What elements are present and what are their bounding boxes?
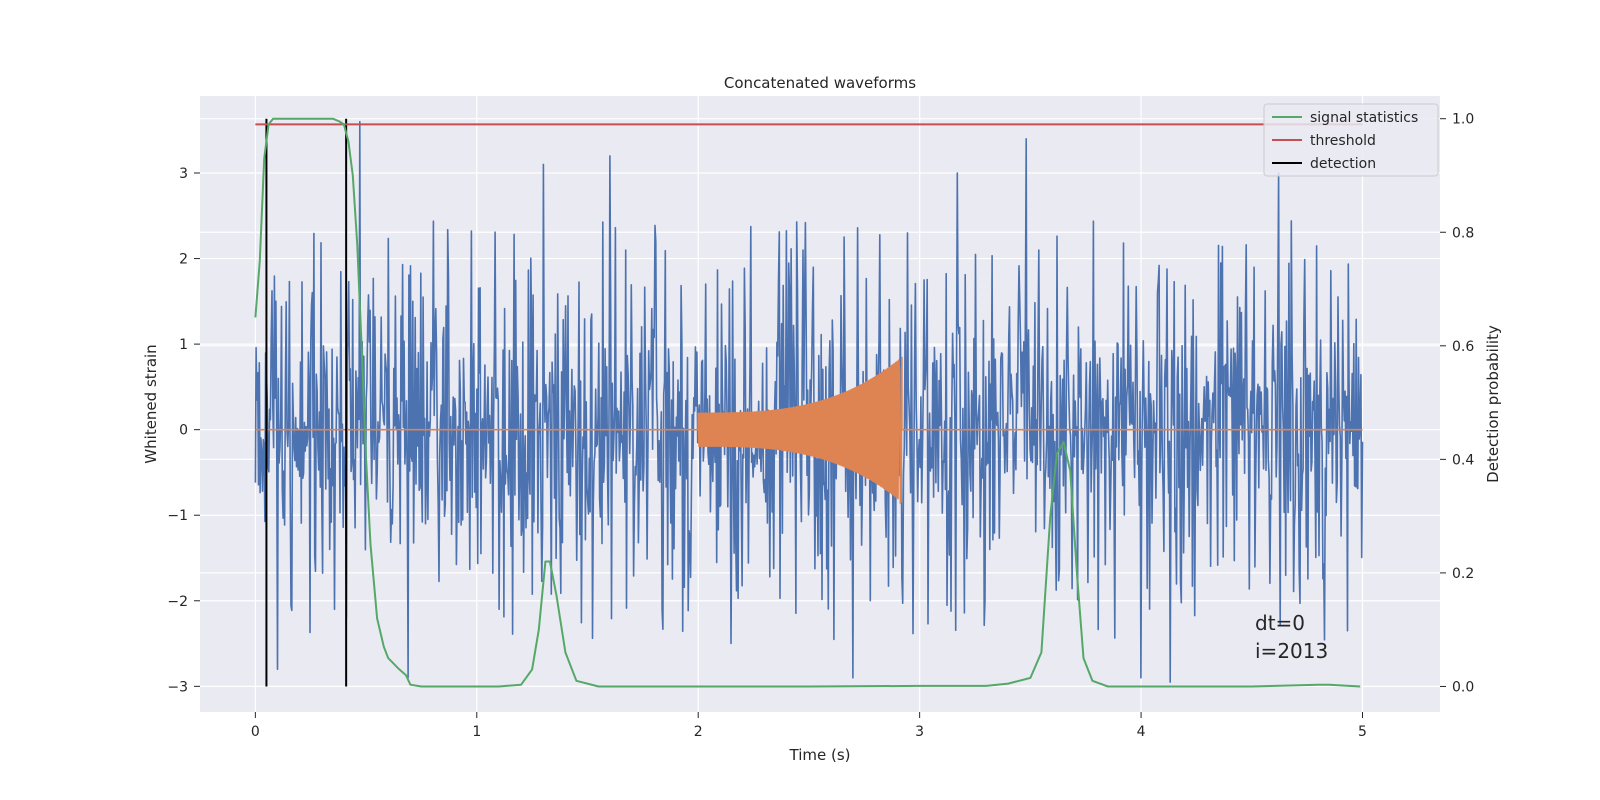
x-tick-label: 0	[251, 724, 260, 740]
y-tick-label: −1	[167, 508, 188, 524]
legend-label-threshold: threshold	[1310, 133, 1376, 149]
detection-markers	[265, 118, 348, 687]
signal-statistics-series	[254, 117, 1361, 688]
x-tick-label: 5	[1358, 724, 1367, 740]
y-tick-label: −3	[167, 679, 188, 695]
y-tick-label: 1	[179, 337, 188, 353]
y-tick-label: 2	[179, 252, 188, 268]
y2-tick-label: 1.0	[1452, 112, 1474, 128]
y2-tick-label: 0.4	[1452, 452, 1474, 468]
legend-box	[1263, 103, 1439, 177]
x-tick-label: 1	[472, 724, 481, 740]
legend-label-signal-statistics: signal statistics	[1310, 110, 1418, 126]
y2-axis-label: Detection probability	[1484, 325, 1502, 483]
y-axis-right: 0.0 0.2 0.4 0.6 0.8 1.0	[1440, 112, 1474, 695]
chart-title: Concatenated waveforms	[724, 74, 916, 92]
x-tick-label: 4	[1137, 724, 1146, 740]
y2-tick-label: 0.8	[1452, 225, 1474, 241]
annotation-dt: dt=0	[1255, 611, 1305, 635]
strain-line	[254, 120, 1364, 683]
legend-label-detection: detection	[1310, 156, 1376, 172]
y-tick-label: 0	[179, 423, 188, 439]
injected-waveform-series	[255, 356, 1363, 505]
strain-series	[254, 120, 1364, 683]
x-axis: 0 1 2 3 4 5	[251, 712, 1367, 740]
y2-tick-label: 0.0	[1452, 679, 1474, 695]
y-axis-left: −3 −2 −1 0 1 2 3	[167, 166, 200, 695]
y-tick-label: 3	[179, 166, 188, 182]
y2-tick-label: 0.6	[1452, 339, 1474, 355]
legend: signal statistics threshold detection	[1263, 103, 1439, 177]
y-tick-label: −2	[167, 594, 188, 610]
y2-tick-label: 0.2	[1452, 566, 1474, 582]
injected-waveform-line	[255, 356, 1363, 505]
signal-statistics-line	[254, 117, 1361, 688]
x-tick-label: 3	[915, 724, 924, 740]
y-axis-label: Whitened strain	[142, 344, 160, 463]
x-axis-label: Time (s)	[789, 746, 851, 764]
annotation-index: i=2013	[1255, 639, 1328, 663]
x-tick-label: 2	[694, 724, 703, 740]
